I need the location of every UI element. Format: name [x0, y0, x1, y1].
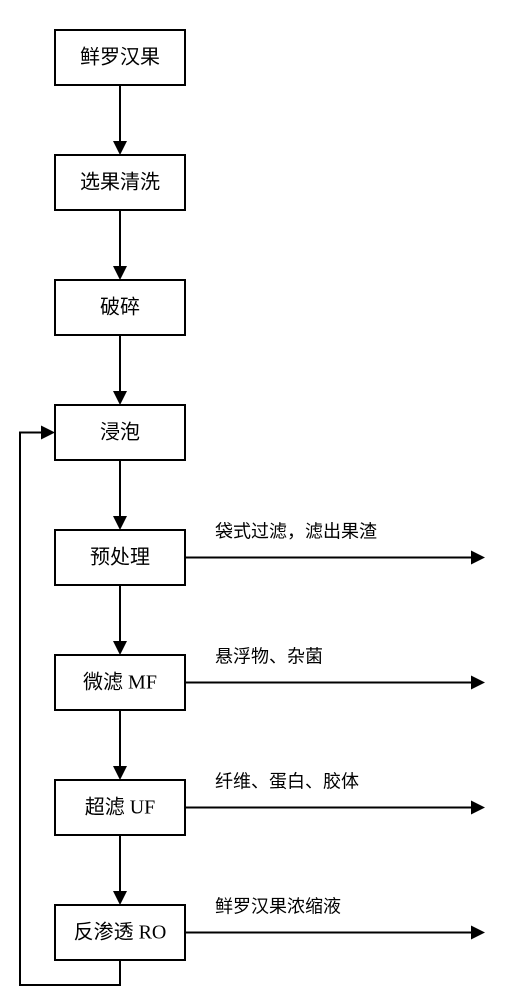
side-label-n8: 鲜罗汉果浓缩液	[215, 897, 341, 917]
flow-node-label-n1: 鲜罗汉果	[80, 46, 160, 69]
arrowhead	[471, 676, 485, 690]
flow-node-label-n3: 破碎	[100, 296, 140, 319]
arrowhead	[471, 551, 485, 565]
arrowhead	[113, 641, 127, 655]
arrowhead	[471, 926, 485, 940]
side-label-n5: 袋式过滤，滤出果渣	[215, 522, 377, 542]
flow-node-label-n6: 微滤 MF	[83, 671, 157, 694]
flow-node-label-n2: 选果清洗	[80, 171, 160, 194]
arrowhead	[471, 801, 485, 815]
arrowhead	[113, 141, 127, 155]
arrowhead	[113, 766, 127, 780]
arrowhead	[113, 891, 127, 905]
arrowhead	[113, 391, 127, 405]
flow-node-label-n5: 预处理	[90, 546, 150, 569]
side-label-n7: 纤维、蛋白、胶体	[215, 772, 359, 792]
arrowhead	[113, 516, 127, 530]
arrowhead	[41, 426, 55, 440]
side-label-n6: 悬浮物、杂菌	[215, 647, 323, 667]
arrowhead	[113, 266, 127, 280]
flow-node-label-n8: 反渗透 RO	[74, 921, 167, 944]
flow-node-label-n4: 浸泡	[100, 421, 140, 444]
flow-node-label-n7: 超滤 UF	[85, 796, 156, 819]
